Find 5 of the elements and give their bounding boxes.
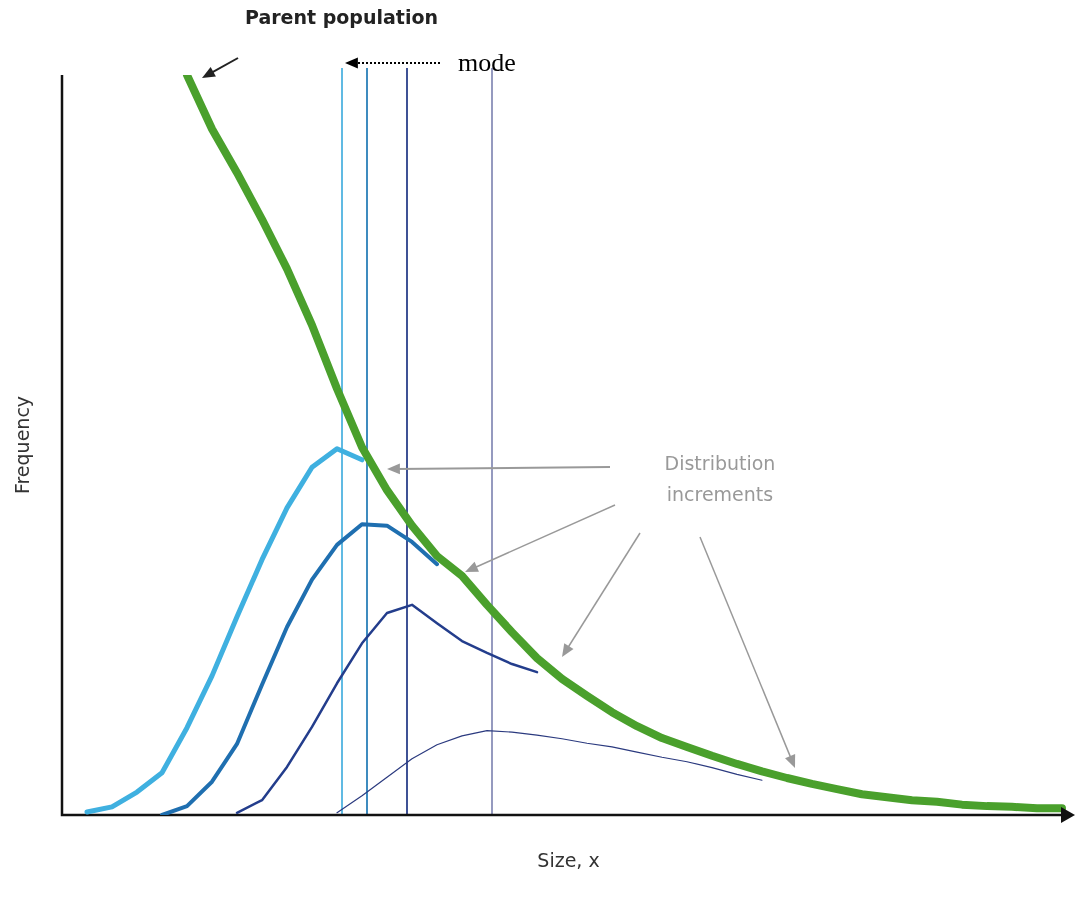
annotation: mode xyxy=(458,48,517,78)
annotation: Distribution increments xyxy=(663,451,777,507)
text: Parent population xyxy=(245,6,439,28)
y-axis-title: Frequency xyxy=(10,395,33,495)
x-axis-title: Size, x xyxy=(537,848,600,871)
